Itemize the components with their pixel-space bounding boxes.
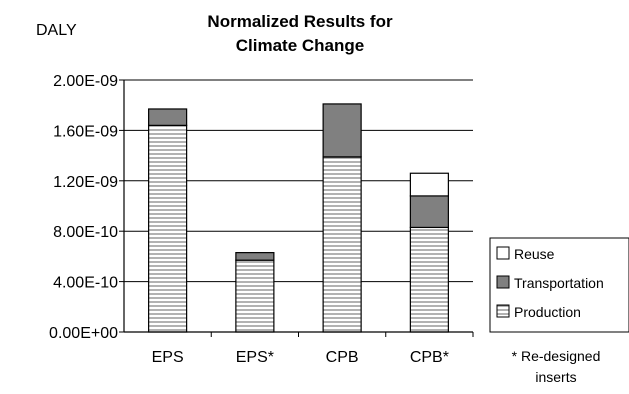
bar-segment-transportation-eps-star (235, 252, 275, 261)
legend-label-reuse: Reuse (514, 246, 555, 262)
x-axis-categories: EPS EPS* CPB CPB* (152, 332, 474, 366)
bar-segment-production-cpb-star (409, 226, 449, 333)
footnote-line-2: inserts (535, 369, 576, 385)
x-category-label: EPS* (236, 349, 274, 366)
x-category-label: CPB (326, 349, 359, 366)
y-axis-ticks: 0.00E+00 4.00E-10 8.00E-10 1.20E-09 1.60E-09… (49, 73, 124, 342)
bar-segment-production-cpb (322, 156, 362, 333)
bar-segment-transportation-cpb-star (409, 195, 449, 229)
bar-segment-production-eps (148, 124, 188, 333)
legend-label-production: Production (514, 304, 581, 320)
bar-segment-reuse-cpb-star (409, 172, 449, 197)
y-tick-label: 1.20E-09 (53, 174, 118, 191)
y-tick-label: 0.00E+00 (49, 325, 118, 342)
footnote-line-1: * Re-designed (512, 348, 601, 364)
legend-swatch-reuse (496, 246, 510, 260)
chart-title-line-1: Normalized Results for (207, 12, 393, 31)
chart-title-line-2: Climate Change (236, 36, 364, 55)
y-axis-label: DALY (36, 22, 77, 39)
y-tick-label: 8.00E-10 (53, 224, 118, 241)
legend-box (489, 237, 629, 333)
legend: Reuse Transportation Production (489, 237, 629, 333)
y-tick-label: 2.00E-09 (53, 73, 118, 90)
bar-segment-production-eps-star (235, 259, 275, 333)
y-tick-label: 1.60E-09 (53, 123, 118, 140)
x-category-label: CPB* (410, 349, 449, 366)
legend-label-transportation: Transportation (514, 275, 604, 291)
bar-segment-transportation-cpb (322, 103, 362, 158)
x-category-label: EPS (152, 349, 184, 366)
legend-swatch-production (496, 304, 510, 318)
legend-swatch-transportation (496, 275, 510, 289)
bar-segment-transportation-eps (148, 108, 188, 126)
bars (148, 103, 449, 333)
y-tick-label: 4.00E-10 (53, 275, 118, 292)
